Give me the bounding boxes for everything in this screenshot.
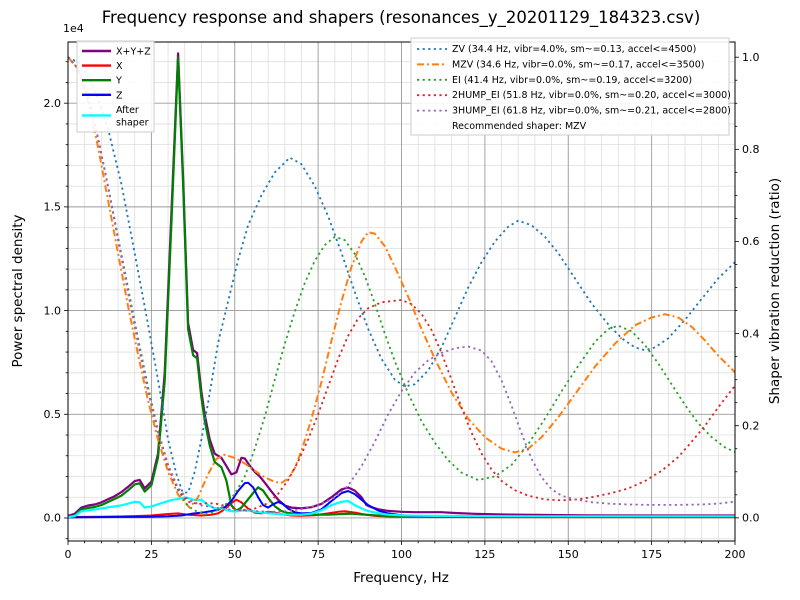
y-right-tick-label: 0.0: [742, 512, 760, 525]
chart-title: Frequency response and shapers (resonanc…: [102, 8, 701, 28]
x-tick-label: 50: [228, 548, 242, 561]
x-tick-label: 0: [65, 548, 72, 561]
x-tick-label: 100: [391, 548, 412, 561]
legend-item-zv: ZV (34.4 Hz, vibr=4.0%, sm~=0.13, accel<…: [417, 44, 696, 55]
x-tick-label: 125: [474, 548, 495, 561]
legend-item-x-y-z: X+Y+Z: [82, 47, 151, 58]
legend-item-x: X: [82, 61, 123, 72]
y-right-tick-label: 0.4: [742, 327, 760, 340]
y-left-tick-label: 0.5: [44, 408, 62, 421]
legend-item-label: shaper: [116, 117, 149, 128]
x-tick-label: 200: [725, 548, 746, 561]
legend-item-label: MZV (34.6 Hz, vibr=0.0%, sm~=0.17, accel…: [452, 59, 704, 70]
legend-shapers-box: [410, 37, 730, 136]
y-right-tick-label: 0.8: [742, 143, 760, 156]
curve-psd-y: [68, 56, 735, 519]
legend-item-label: 3HUMP_EI (61.8 Hz, vibr=0.0%, sm~=0.21, …: [452, 106, 731, 117]
y-left-tick-label: 2.0: [44, 97, 62, 110]
x-axis-label: Frequency, Hz: [353, 570, 449, 586]
y-right-tick-label: 1.0: [742, 51, 760, 64]
curve-psd-after-shaper: [68, 496, 735, 519]
legend-item-3hump-ei: 3HUMP_EI (61.8 Hz, vibr=0.0%, sm~=0.21, …: [417, 106, 731, 117]
x-tick-label: 150: [558, 548, 579, 561]
legend-psd-box: [76, 40, 155, 133]
y-axis-label-right: Shaper vibration reduction (ratio): [767, 178, 783, 404]
curve-shaper-mzv: [68, 56, 735, 509]
tick-labels: 0 25 50 75 100 125 150 175 200 0.0 0.5 1.0 1.5 2.0 0.0…: [44, 51, 760, 561]
curve-psd-sum: [68, 52, 735, 517]
y-right-tick-label: 0.6: [742, 235, 760, 248]
y-left-tick-label: 1.0: [44, 304, 62, 317]
x-tick-label: 75: [311, 548, 325, 561]
legend-item-label: X+Y+Z: [116, 47, 151, 58]
y-axis-label-left: Power spectral density: [10, 214, 26, 367]
legend-item-ei: EI (41.4 Hz, vibr=0.0%, sm~=0.19, accel<…: [417, 75, 692, 86]
y-axis-offset-text: 1e4: [63, 22, 84, 35]
legend-item-label: ZV (34.4 Hz, vibr=4.0%, sm~=0.13, accel<…: [452, 44, 696, 55]
x-tick-label: 25: [144, 548, 158, 561]
legend-item-z: Z: [82, 90, 123, 101]
legend-item-label: Z: [116, 90, 123, 101]
axes-spines-ticks: [64, 41, 739, 545]
legend-item-label: Y: [115, 76, 122, 87]
data-series: [68, 52, 735, 519]
legend-shapers: ZV (34.4 Hz, vibr=4.0%, sm~=0.13, accel<…: [410, 37, 731, 136]
x-tick-label: 175: [641, 548, 662, 561]
legend-item-label: 2HUMP_EI (51.8 Hz, vibr=0.0%, sm~=0.20, …: [452, 90, 731, 101]
curve-shaper-zv: [68, 56, 735, 494]
legend-item-label: After: [116, 105, 139, 116]
legend-item-label: X: [116, 61, 123, 72]
legend-item-mzv: MZV (34.6 Hz, vibr=0.0%, sm~=0.17, accel…: [417, 59, 704, 70]
legend-item-2hump-ei: 2HUMP_EI (51.8 Hz, vibr=0.0%, sm~=0.20, …: [417, 90, 731, 101]
y-right-tick-label: 0.2: [742, 419, 760, 432]
legend-item-label: EI (41.4 Hz, vibr=0.0%, sm~=0.19, accel<…: [452, 75, 692, 86]
y-left-tick-label: 1.5: [44, 201, 62, 214]
legend-recommended-note: Recommended shaper: MZV: [452, 121, 587, 132]
y-left-tick-label: 0.0: [44, 512, 62, 525]
curve-psd-z: [68, 481, 735, 519]
legend-item-y: Y: [82, 76, 122, 87]
